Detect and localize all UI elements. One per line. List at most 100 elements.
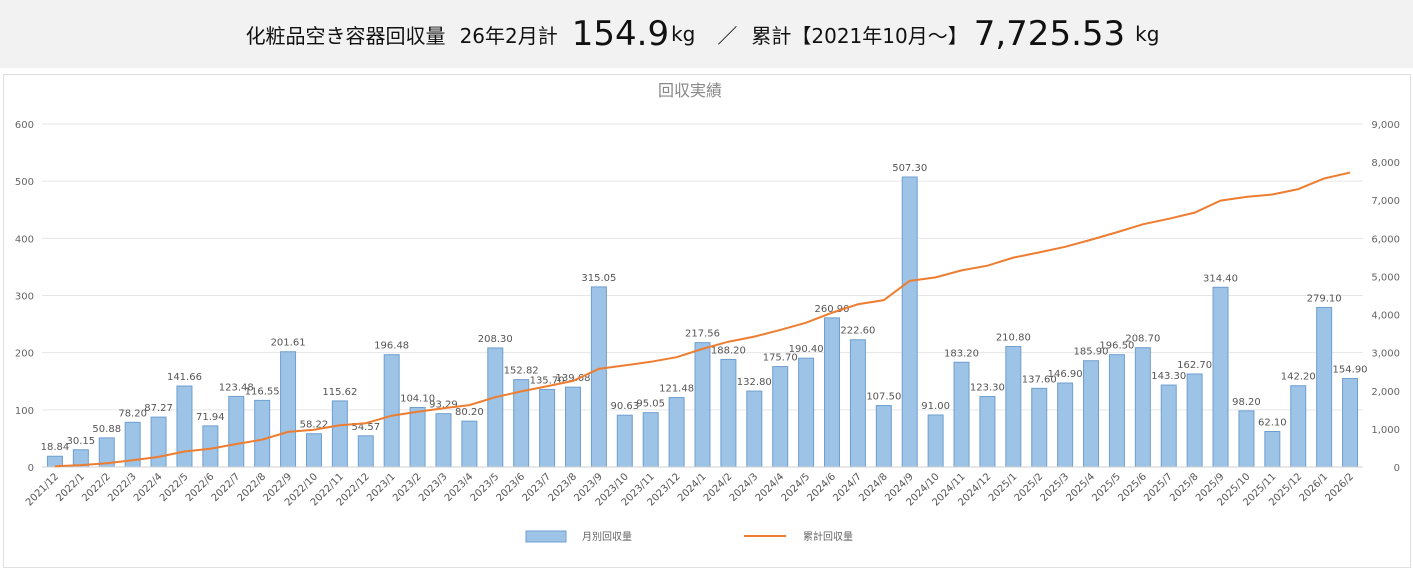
bar bbox=[953, 361, 970, 468]
y-right-tick-label: 5,000 bbox=[1371, 272, 1400, 283]
bar bbox=[642, 412, 659, 468]
bar bbox=[461, 420, 478, 468]
bar bbox=[772, 366, 789, 468]
bar bbox=[875, 405, 892, 468]
header-month-value: 154.9 bbox=[571, 14, 670, 54]
bar-data-label: 104.10 bbox=[400, 393, 435, 404]
bar-data-label: 123.30 bbox=[970, 383, 1005, 394]
bar-data-label: 93.29 bbox=[429, 400, 458, 411]
bar-data-label: 123.48 bbox=[219, 382, 254, 393]
y-left-tick-label: 300 bbox=[15, 292, 34, 303]
bar bbox=[1005, 345, 1022, 468]
bar-data-label: 217.56 bbox=[685, 329, 720, 340]
bar-data-label: 314.40 bbox=[1203, 273, 1238, 284]
bar-data-label: 115.62 bbox=[322, 387, 357, 398]
y-left-tick-label: 100 bbox=[15, 406, 34, 417]
bar-data-label: 162.70 bbox=[1177, 360, 1212, 371]
bar-data-label: 260.90 bbox=[815, 304, 850, 315]
y-right-tick-label: 6,000 bbox=[1371, 234, 1400, 245]
bar bbox=[720, 358, 737, 468]
bar-data-label: 208.30 bbox=[478, 334, 513, 345]
header-total-label: 累計【2021年10月～】 bbox=[751, 23, 968, 48]
bar bbox=[1160, 384, 1177, 468]
header-label: 化粧品空き容器回収量 bbox=[245, 23, 446, 48]
bar bbox=[1264, 430, 1281, 468]
bar bbox=[305, 433, 322, 468]
legend-bar-swatch bbox=[525, 530, 567, 543]
header-total-unit: kg bbox=[1135, 22, 1160, 46]
bar bbox=[1083, 360, 1100, 468]
header-total-value: 7,725.53 bbox=[973, 14, 1126, 54]
bar bbox=[901, 176, 918, 468]
bar-data-label: 175.70 bbox=[763, 353, 798, 364]
bar-data-label: 141.66 bbox=[167, 372, 202, 383]
bar-data-label: 107.50 bbox=[866, 392, 901, 403]
bar-data-label: 507.30 bbox=[892, 163, 927, 174]
bar-data-label: 30.15 bbox=[67, 436, 96, 447]
chart-panel bbox=[3, 74, 1411, 568]
bar bbox=[331, 400, 348, 468]
bar-data-label: 95.05 bbox=[636, 399, 665, 410]
bar bbox=[979, 396, 996, 468]
bar-data-label: 91.00 bbox=[921, 401, 950, 412]
bar-data-label: 190.40 bbox=[789, 344, 824, 355]
bar-data-label: 18.84 bbox=[41, 442, 70, 453]
bar-data-label: 87.27 bbox=[144, 403, 173, 414]
bar bbox=[1108, 354, 1125, 468]
bar bbox=[383, 354, 400, 468]
bar-data-label: 78.20 bbox=[118, 408, 147, 419]
bar-data-label: 315.05 bbox=[581, 273, 616, 284]
bar-data-label: 80.20 bbox=[455, 407, 484, 418]
y-right-tick-label: 2,000 bbox=[1371, 387, 1400, 398]
legend-line-label: 累計回収量 bbox=[803, 530, 853, 543]
bar bbox=[1134, 347, 1151, 468]
header-banner: 化粧品空き容器回収量 26年2月計 154.9 kg ／ 累計【2021年10月… bbox=[0, 0, 1413, 68]
bar bbox=[409, 406, 426, 468]
bar-data-label: 90.63 bbox=[610, 401, 639, 412]
bar-data-label: 196.48 bbox=[374, 341, 409, 352]
bar-data-label: 132.80 bbox=[737, 377, 772, 388]
bar bbox=[927, 414, 944, 468]
bar-data-label: 146.90 bbox=[1048, 369, 1083, 380]
bar-data-label: 154.90 bbox=[1333, 364, 1368, 375]
bar-data-label: 183.20 bbox=[944, 348, 979, 359]
bar bbox=[1342, 377, 1359, 468]
bar-data-label: 50.88 bbox=[92, 424, 121, 435]
bar bbox=[616, 414, 633, 468]
x-tick-label: 2026/2 bbox=[1324, 471, 1357, 504]
bar-data-label: 201.61 bbox=[271, 338, 306, 349]
x-tick-label: 2021/12 bbox=[24, 471, 61, 508]
bar-data-label: 185.90 bbox=[1074, 347, 1109, 358]
bar bbox=[798, 357, 815, 468]
header-month-unit: kg bbox=[671, 22, 696, 46]
bar bbox=[694, 342, 711, 468]
bar bbox=[280, 351, 297, 468]
y-left-tick-label: 500 bbox=[15, 177, 34, 188]
y-right-tick-label: 9,000 bbox=[1371, 120, 1400, 131]
bar bbox=[487, 347, 504, 468]
bar-data-label: 152.82 bbox=[504, 366, 539, 377]
bar bbox=[668, 397, 685, 468]
bar bbox=[1238, 410, 1255, 468]
bar-data-label: 139.68 bbox=[555, 373, 590, 384]
y-right-tick-label: 0 bbox=[1394, 463, 1400, 474]
bar-data-label: 121.48 bbox=[659, 384, 694, 395]
bar bbox=[202, 425, 219, 468]
bar-data-label: 98.20 bbox=[1232, 397, 1261, 408]
bar bbox=[176, 385, 193, 468]
bar bbox=[849, 339, 866, 468]
bar bbox=[539, 388, 556, 468]
bar-data-label: 135.70 bbox=[530, 375, 565, 386]
bar-data-label: 58.22 bbox=[300, 420, 329, 431]
y-right-tick-label: 1,000 bbox=[1371, 425, 1400, 436]
y-right-tick-label: 8,000 bbox=[1371, 158, 1400, 169]
bar-data-label: 210.80 bbox=[996, 332, 1031, 343]
bar-data-label: 208.70 bbox=[1125, 334, 1160, 345]
bar bbox=[1057, 382, 1074, 468]
bar bbox=[357, 435, 374, 468]
y-right-tick-label: 3,000 bbox=[1371, 349, 1400, 360]
bar bbox=[1186, 373, 1203, 468]
legend-bar-label: 月別回収量 bbox=[582, 531, 632, 543]
bar-data-label: 62.10 bbox=[1258, 417, 1287, 428]
